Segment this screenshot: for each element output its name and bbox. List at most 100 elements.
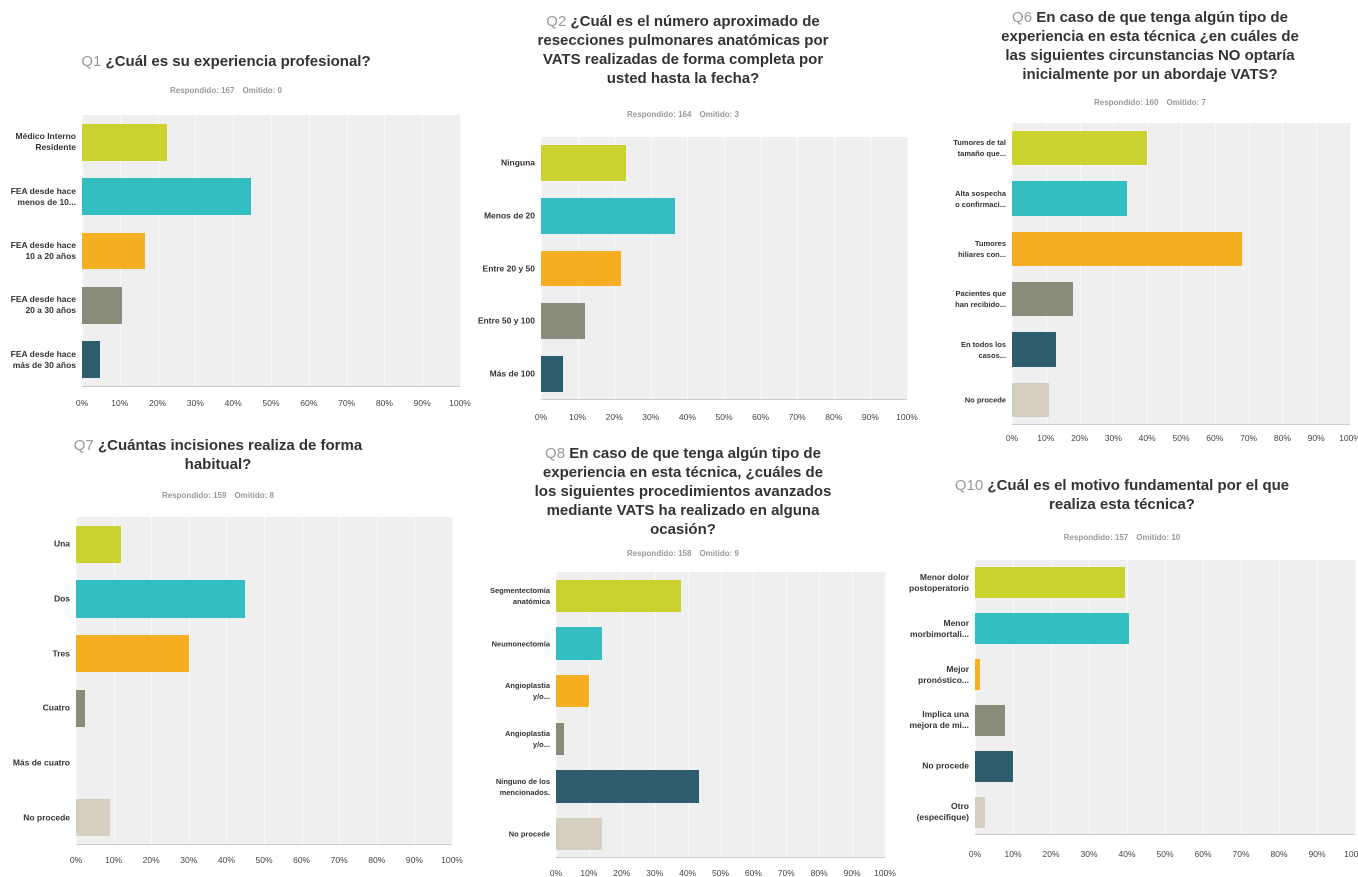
plot-area: [975, 560, 1356, 835]
bar: [556, 817, 603, 851]
chart-title: Q8 En caso de que tenga algún tipo de ex…: [533, 444, 833, 539]
x-tick-label: 50%: [711, 868, 730, 877]
x-tick-label: 10%: [1004, 849, 1022, 859]
bar: [975, 567, 1126, 599]
grid-line: [460, 115, 461, 387]
question-number: Q6: [1012, 9, 1033, 26]
grid-line: [1079, 123, 1081, 425]
grid-line: [1147, 123, 1149, 425]
x-tick-label: 60%: [1206, 433, 1224, 443]
grid-line: [1013, 560, 1014, 835]
x-tick-label: 10%: [569, 412, 587, 422]
grid-line: [301, 517, 303, 845]
bar: [556, 674, 589, 708]
grid-line: [226, 517, 228, 845]
bar: [76, 799, 110, 837]
x-tick-label: 50%: [715, 412, 733, 422]
bar: [541, 145, 626, 182]
category-label: Menos de 20: [483, 210, 535, 221]
x-tick-label: 80%: [1273, 433, 1291, 443]
grid-line: [1165, 560, 1166, 835]
category-label: No procede: [964, 395, 1006, 405]
chart-title: Q1 ¿Cuál es su experiencia profesional?: [36, 52, 416, 71]
plot-area: [82, 115, 461, 387]
x-tick-label: 90%: [1307, 433, 1325, 443]
x-tick-label: 70%: [338, 398, 356, 408]
skipped: Omitido: 8: [234, 491, 274, 500]
grid-line: [687, 572, 689, 858]
x-tick-label: 20%: [142, 855, 160, 865]
category-label: Cuatro: [42, 702, 70, 713]
x-tick-label: 40%: [678, 412, 696, 422]
question-text: En caso de que tenga algún tipo de exper…: [534, 445, 832, 538]
grid-line: [233, 115, 235, 387]
subtitle: Respondido: 158 Omitido: 9: [583, 549, 783, 558]
bar: [82, 341, 101, 379]
category-label: FEA desde hace 10 a 20 años: [10, 240, 76, 261]
bar: [82, 123, 168, 161]
x-tick-label: 50%: [262, 398, 280, 408]
bar: [556, 579, 682, 613]
x-tick-label: 20%: [1071, 433, 1089, 443]
x-axis-line: [975, 834, 1355, 835]
category-label: Alta sospecha o confirmaci...: [955, 188, 1006, 209]
x-tick-label: 90%: [843, 868, 861, 877]
x-tick-label: 30%: [642, 412, 660, 422]
answered: Respondido: 157: [1063, 533, 1129, 542]
chart-title: Q2 ¿Cuál es el número aproximado de rese…: [523, 12, 843, 88]
category-label: Entre 20 y 50: [482, 263, 535, 273]
grid-line: [346, 115, 348, 387]
subtitle: Respondido: 159 Omitido: 8: [118, 491, 318, 500]
grid-line: [384, 115, 386, 387]
x-tick-label: 80%: [1270, 849, 1288, 859]
x-tick-label: 30%: [646, 868, 664, 877]
x-tick-label: 90%: [1308, 849, 1326, 859]
x-tick-label: 60%: [300, 398, 318, 408]
grid-line: [1214, 123, 1216, 425]
answered: Respondido: 160: [1093, 98, 1159, 107]
bar: [76, 525, 122, 563]
skipped: Omitido: 10: [1136, 533, 1181, 542]
category-label: Mejor pronóstico...: [918, 663, 969, 685]
bar: [541, 355, 563, 392]
question-text: ¿Cuál es el motivo fundamental por el qu…: [987, 477, 1290, 513]
x-tick-label: 100%: [1344, 849, 1358, 859]
question-number: Q2: [546, 13, 567, 30]
grid-line: [870, 137, 872, 400]
x-axis-line: [556, 857, 885, 858]
bar: [1012, 382, 1050, 417]
plot-area: [1012, 123, 1351, 425]
grid-line: [414, 517, 416, 845]
question-text: ¿Cuál es el número aproximado de resecci…: [537, 13, 829, 87]
question-number: Q10: [954, 477, 984, 494]
grid-line: [852, 572, 854, 858]
category-label: Tumores de tal tamaño que...: [953, 138, 1006, 159]
category-label: No procede: [23, 812, 70, 823]
bar: [1012, 231, 1242, 266]
bar: [76, 635, 189, 673]
x-tick-label: 30%: [1104, 433, 1122, 443]
grid-line: [786, 572, 788, 858]
x-tick-label: 90%: [413, 398, 431, 408]
grid-line: [1089, 560, 1090, 835]
bar: [975, 796, 985, 828]
category-label: Entre 50 y 100: [477, 315, 535, 326]
grid-line: [833, 137, 835, 400]
grid-line: [271, 115, 272, 387]
x-tick-label: 10%: [105, 855, 123, 865]
skipped: Omitido: 3: [699, 110, 739, 119]
x-tick-label: 70%: [788, 412, 806, 422]
question-number: Q7: [73, 437, 94, 454]
grid-line: [1045, 123, 1047, 425]
x-tick-label: 70%: [1232, 849, 1250, 859]
category-label: Otro (especifique): [916, 801, 969, 823]
grid-line: [188, 517, 190, 845]
x-tick-label: 0%: [534, 412, 548, 422]
x-tick-label: 40%: [679, 868, 697, 877]
grid-line: [1012, 123, 1013, 425]
grid-line: [753, 572, 755, 858]
question-number: Q8: [545, 445, 566, 462]
grid-line: [1113, 123, 1115, 425]
skipped: Omitido: 7: [1166, 98, 1206, 107]
